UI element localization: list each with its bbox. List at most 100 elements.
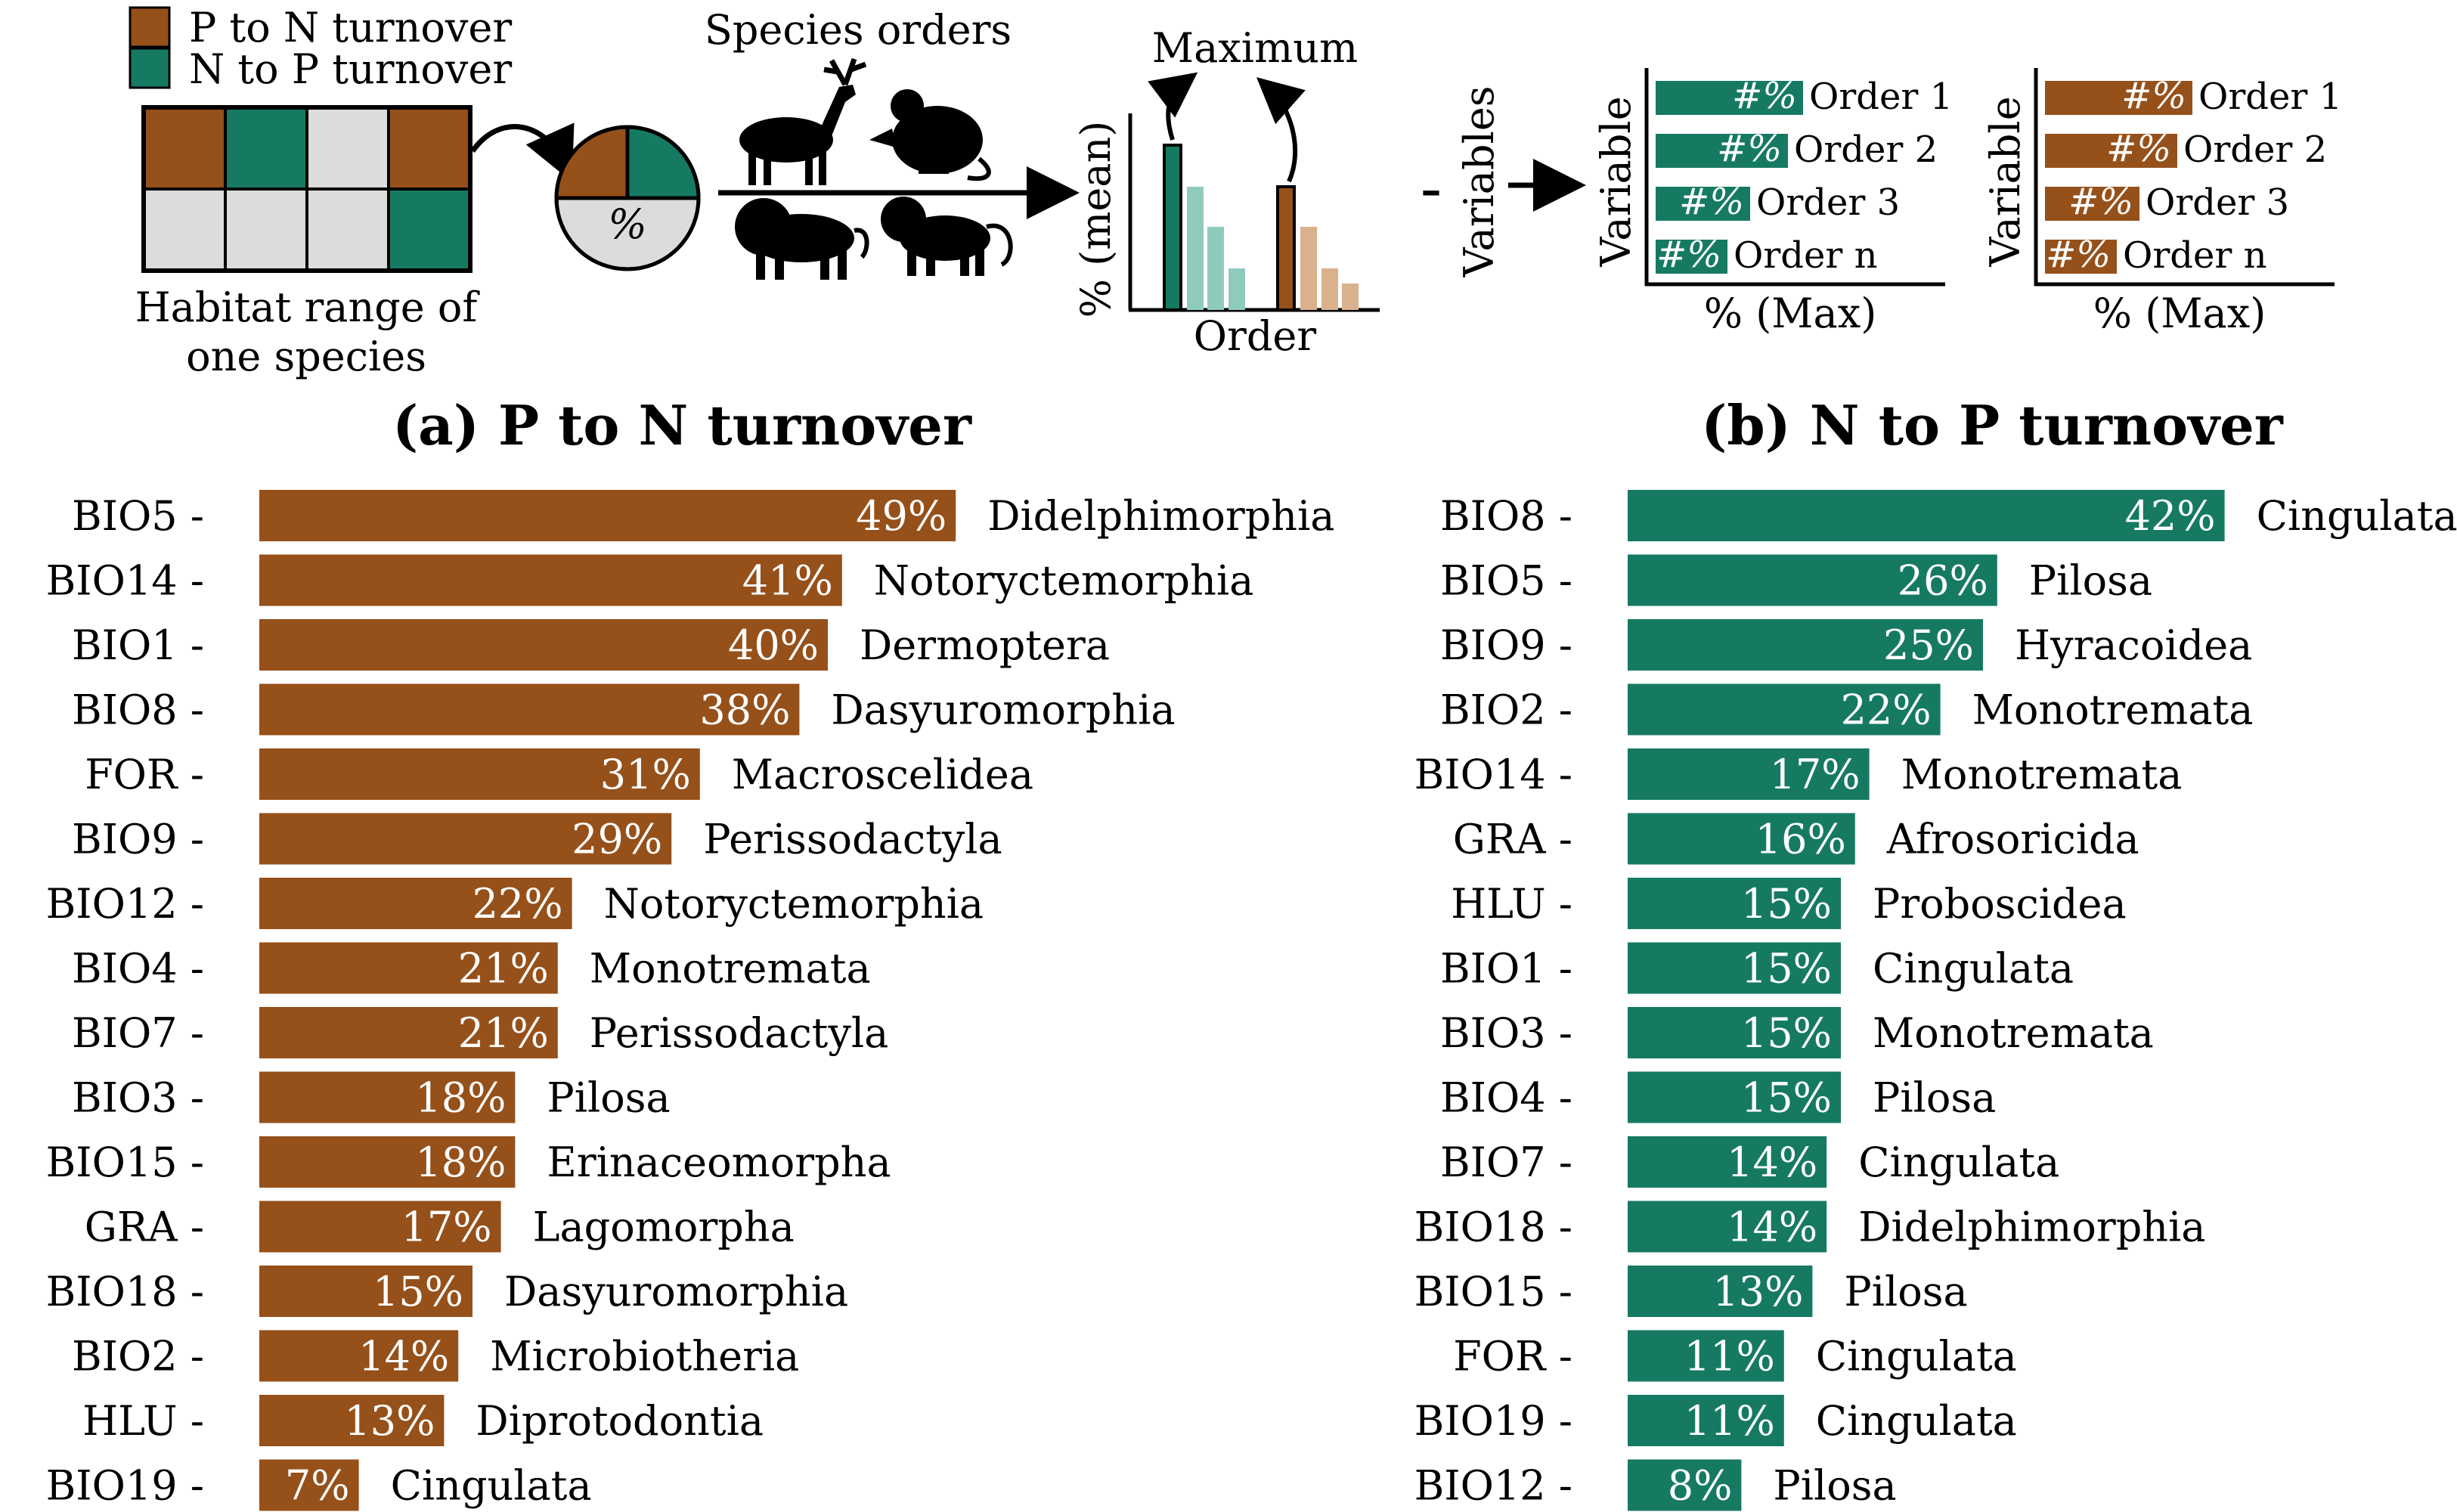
y-tick-label: BIO7 -: [72, 1009, 204, 1057]
bar-order-label: Dermoptera: [860, 621, 1110, 669]
bar-value-label: 15%: [1741, 945, 1832, 993]
y-tick-label: BIO3 -: [1440, 1009, 1572, 1057]
mini-bar-value: #%: [1717, 128, 1782, 170]
mini-bar-order: Order 3: [2146, 181, 2289, 224]
y-tick-label: BIO9 -: [1440, 621, 1572, 669]
habitat-grid: [141, 105, 472, 273]
mini-bars-left: #% Order 1 #% Order 2 #% Order 3 #% Order n % (M…: [1592, 68, 1953, 337]
bar: [259, 942, 558, 994]
bar: [259, 813, 672, 865]
bar-value-label: 15%: [373, 1268, 463, 1315]
mini-bar-order: Order 1: [2198, 76, 2342, 118]
chart-b-bars: BIO8 - 42% Cingulata BIO5 - 26% Pilosa BIO9 - 2…: [1414, 490, 2457, 1511]
y-tick-label: HLU -: [82, 1397, 204, 1445]
bar-value-label: 13%: [1712, 1268, 1803, 1315]
bar: [259, 878, 572, 929]
variables-label: Variables: [1455, 85, 1503, 277]
y-tick-label: FOR -: [85, 751, 204, 798]
bar-value-label: 18%: [415, 1139, 506, 1186]
mini-bar-brown: [1300, 227, 1317, 310]
bar: [259, 1266, 472, 1317]
legend-label-n-to-p: N to P turnover: [189, 45, 512, 93]
y-tick-label: BIO1 -: [1440, 945, 1572, 993]
y-tick-label: BIO18 -: [1414, 1204, 1572, 1251]
bar-value-label: 14%: [1727, 1204, 1817, 1251]
mini-bar-value: #%: [2046, 234, 2111, 276]
mini-bars-ylabel: Variable: [1592, 96, 1640, 267]
mini-bar-brown: [1321, 268, 1338, 310]
bar-order-label: Cingulata: [1816, 1333, 2017, 1380]
bar: [1628, 1071, 1841, 1123]
mini-bar-value: #%: [1679, 181, 1744, 223]
mini-chart-xlabel: Order: [1194, 312, 1317, 360]
bar: [1628, 813, 1855, 865]
mini-bar-value: #%: [1656, 234, 1721, 276]
bar-order-label: Dasyuromorphia: [504, 1268, 848, 1315]
arrow-max-brown: [1256, 77, 1306, 183]
bar-value-label: 11%: [1684, 1397, 1775, 1445]
bar-order-label: Diprotodontia: [476, 1397, 764, 1445]
deer-icon: [739, 57, 867, 185]
proportion-pie: [554, 125, 701, 271]
y-tick-label: BIO12 -: [46, 880, 204, 928]
bar-value-label: 22%: [472, 880, 563, 928]
y-tick-label: BIO3 -: [72, 1074, 204, 1122]
bar-value-label: 8%: [1668, 1462, 1733, 1510]
bar-order-label: Notoryctemorphia: [874, 557, 1254, 605]
turnover-legend: P to N turnover N to P turnover: [129, 4, 512, 93]
species-orders-title: Species orders: [705, 6, 1012, 54]
y-tick-label: BIO15 -: [1414, 1268, 1572, 1315]
y-tick-label: BIO5 -: [72, 492, 204, 540]
mouse-icon: [869, 89, 991, 181]
bar: [1628, 619, 1983, 671]
y-tick-label: BIO8 -: [72, 686, 204, 734]
y-tick-label: BIO2 -: [72, 1333, 204, 1380]
bar-order-label: Cingulata: [1858, 1139, 2059, 1186]
chart-a-title: (a) P to N turnover: [392, 393, 972, 457]
mini-bar-order: Order n: [2123, 234, 2267, 277]
bar-order-label: Erinaceomorpha: [547, 1139, 891, 1186]
mini-bar-teal: [1187, 187, 1204, 310]
mini-bars-right: #% Order 1 #% Order 2 #% Order 3 #% Order n % (M…: [1981, 68, 2342, 337]
bar-order-label: Pilosa: [547, 1074, 670, 1122]
bar: [1628, 1330, 1784, 1382]
bar-value-label: 40%: [728, 621, 819, 669]
mini-bar-order: Order 2: [2183, 129, 2327, 171]
bar: [1628, 1395, 1784, 1446]
y-tick-label: BIO4 -: [1440, 1074, 1572, 1122]
bar-value-label: 17%: [401, 1204, 492, 1251]
schematic: P to N turnover N to P turnover Habitat …: [129, 4, 2342, 380]
bar: [259, 1330, 459, 1382]
bar-value-label: 18%: [415, 1074, 506, 1122]
arrow-grid-to-pie: [470, 122, 575, 182]
bar: [1628, 1136, 1827, 1188]
mini-bar: [1656, 187, 1750, 221]
y-tick-label: BIO7 -: [1440, 1139, 1572, 1186]
y-tick-label: FOR -: [1453, 1333, 1572, 1380]
bar-value-label: 11%: [1684, 1333, 1775, 1380]
bar: [259, 748, 700, 800]
mini-bar: [1656, 240, 1727, 274]
chart-a-bars: BIO5 - 49% Didelphimorphia BIO14 - 41% Notory…: [46, 490, 1335, 1511]
mini-bars-xlabel: % (Max): [2093, 290, 2266, 337]
bar-value-label: 49%: [856, 492, 947, 540]
y-tick-label: BIO9 -: [72, 816, 204, 863]
mini-bar-value: #%: [2121, 75, 2186, 117]
bar-order-label: Didelphimorphia: [1858, 1204, 2205, 1251]
y-tick-label: BIO2 -: [1440, 686, 1572, 734]
bar-value-label: 7%: [285, 1462, 350, 1510]
mini-bar-teal-max: [1163, 144, 1182, 311]
chart-b-title: (b) N to P turnover: [1701, 393, 2284, 457]
bar-value-label: 29%: [572, 816, 662, 863]
bar-order-label: Monotremata: [590, 945, 871, 993]
bar-value-label: 41%: [742, 557, 833, 605]
bar: [1628, 748, 1870, 800]
bar: [259, 1459, 359, 1511]
mini-bar-brown: [1342, 284, 1359, 310]
mini-mean-chart: [1128, 72, 1380, 312]
y-tick-label: BIO14 -: [46, 557, 204, 605]
bar-value-label: 26%: [1898, 557, 1988, 605]
bar: [1628, 942, 1841, 994]
bar-order-label: Macroscelidea: [732, 751, 1033, 798]
